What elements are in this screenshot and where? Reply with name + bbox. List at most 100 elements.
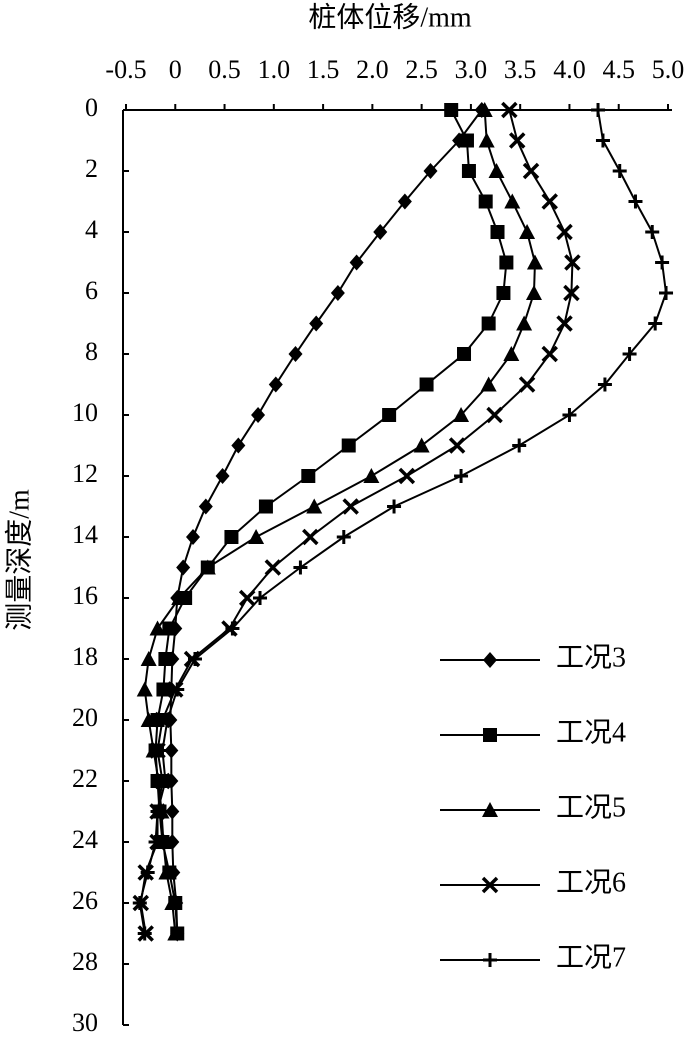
x-tick-label: 1.0: [258, 55, 291, 84]
marker: [158, 864, 175, 880]
marker: [140, 865, 155, 880]
x-tick-label: 0: [169, 55, 182, 84]
marker: [518, 376, 536, 393]
marker: [373, 224, 388, 240]
marker: [413, 437, 430, 453]
marker: [457, 347, 472, 361]
x-tick-label: 0.5: [208, 55, 241, 84]
y-tick-label: 20: [72, 703, 98, 732]
x-tick-label: 3.5: [504, 55, 537, 84]
legend-label: 工况3: [556, 642, 626, 673]
y-tick-label: 4: [85, 215, 98, 244]
x-tick-label: -0.5: [105, 55, 146, 84]
y-tick-label: 24: [72, 825, 98, 854]
x-tick-label: 3.0: [455, 55, 488, 84]
marker: [476, 102, 493, 117]
x-axis-title: 桩体位移/mm: [308, 1, 472, 33]
series-line: [139, 109, 574, 934]
marker: [503, 346, 520, 361]
x-tick-label: 1.5: [307, 55, 340, 84]
marker: [155, 743, 170, 758]
marker: [251, 407, 266, 423]
x-tick-label: 2.5: [405, 55, 438, 84]
marker: [655, 255, 670, 270]
y-tick-label: 10: [72, 398, 98, 427]
marker: [423, 163, 438, 179]
marker: [349, 254, 364, 271]
marker: [512, 438, 527, 453]
marker: [288, 346, 303, 362]
legend-marker: [481, 876, 499, 894]
marker: [258, 499, 273, 514]
marker: [140, 651, 157, 666]
marker: [612, 164, 627, 178]
x-tick-label: 5.0: [652, 55, 685, 84]
marker: [306, 498, 323, 514]
marker: [459, 133, 474, 148]
legend-label: 工况7: [556, 942, 626, 973]
marker: [199, 559, 216, 575]
marker: [519, 224, 536, 239]
marker: [562, 408, 577, 422]
marker: [397, 193, 412, 210]
x-tick-label: 4.0: [553, 55, 586, 84]
marker: [215, 468, 230, 484]
marker: [563, 284, 580, 302]
marker: [225, 621, 240, 636]
y-tick-label: 0: [85, 93, 98, 122]
marker: [541, 193, 558, 210]
marker: [525, 285, 542, 300]
y-tick-label: 28: [72, 947, 98, 976]
marker: [622, 347, 637, 361]
marker: [454, 469, 469, 483]
marker: [556, 223, 573, 241]
y-tick-label: 8: [85, 337, 98, 366]
marker: [486, 406, 503, 424]
marker: [156, 682, 171, 697]
marker: [238, 589, 256, 607]
marker: [564, 254, 581, 271]
marker: [330, 285, 345, 301]
marker: [132, 896, 147, 910]
marker: [302, 528, 319, 546]
marker: [231, 437, 246, 454]
marker: [248, 529, 265, 544]
marker: [187, 652, 202, 666]
marker: [595, 133, 610, 148]
marker: [508, 132, 526, 149]
marker: [253, 591, 268, 605]
y-tick-label: 30: [72, 1008, 98, 1037]
marker: [591, 103, 606, 117]
marker: [597, 377, 612, 392]
marker: [648, 316, 663, 331]
legend-marker: [482, 802, 498, 817]
marker: [198, 498, 213, 515]
legend-label: 工况5: [556, 792, 626, 823]
marker: [140, 712, 157, 727]
x-tick-label: 4.5: [602, 55, 635, 84]
marker: [165, 803, 180, 820]
marker: [363, 468, 380, 483]
marker: [516, 315, 533, 331]
marker: [444, 103, 459, 117]
marker: [481, 316, 496, 331]
marker: [176, 559, 191, 576]
marker: [478, 194, 493, 209]
marker: [419, 377, 434, 392]
marker: [160, 713, 175, 727]
series-line: [138, 109, 668, 934]
marker: [293, 560, 308, 575]
marker: [162, 621, 177, 636]
marker: [504, 193, 521, 209]
marker: [453, 407, 470, 422]
marker: [382, 408, 397, 422]
marker: [164, 742, 179, 759]
marker: [171, 590, 188, 605]
legend-label: 工况6: [556, 867, 626, 898]
marker: [387, 499, 402, 514]
y-tick-label: 2: [85, 154, 98, 183]
marker: [158, 652, 173, 666]
series-line: [169, 109, 483, 934]
marker: [167, 925, 184, 941]
